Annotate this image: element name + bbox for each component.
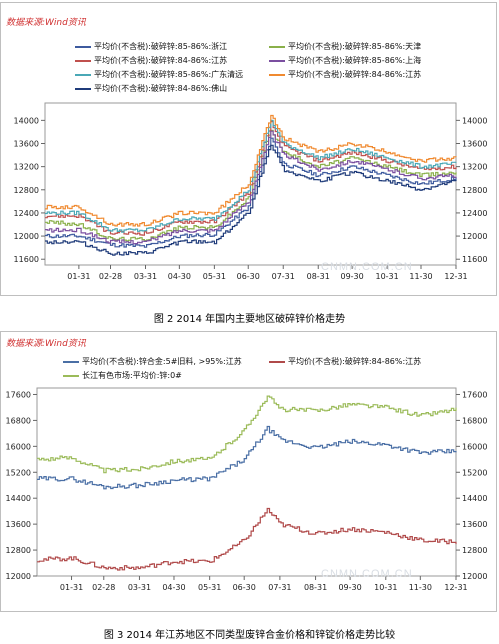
legend-label: 平均价(不含税):破碎锌:84-86%:江苏 — [94, 56, 228, 65]
series-line — [37, 425, 457, 490]
legend-swatch — [269, 46, 285, 48]
series-line — [37, 507, 457, 571]
legend-swatch — [75, 46, 91, 48]
series-line — [37, 395, 457, 474]
y-tick-label: 13600 — [462, 140, 487, 149]
y-tick-label: 13600 — [14, 140, 39, 149]
legend-label: 长江有色市场:平均价:锌:0# — [82, 371, 182, 380]
y-tick-label: 12000 — [462, 232, 487, 241]
x-tick-label: 07-31 — [268, 583, 291, 592]
series-line — [45, 121, 457, 236]
legend-label: 平均价(不含税):锌合金:5#旧料, >95%:江苏 — [82, 357, 242, 366]
x-tick-label: 01-31 — [67, 272, 90, 281]
legend-label: 平均价(不含税):破碎锌:84-86%:佛山 — [94, 84, 228, 93]
legend-swatch — [75, 88, 91, 90]
x-tick-label: 05-31 — [198, 583, 221, 592]
x-tick-label: 04-30 — [168, 272, 191, 281]
x-tick-label: 06-30 — [233, 583, 256, 592]
y-tick-label: 17600 — [6, 390, 31, 399]
chart-panel-1: 数据来源:Wind资讯 平均价(不含税):破碎锌:85-86%:浙江 平均价(不含… — [0, 2, 497, 296]
y-tick-label: 14000 — [462, 116, 487, 125]
plot-frame — [36, 387, 457, 577]
x-tick-label: 07-31 — [272, 272, 295, 281]
watermark: CNMN.COM.CN — [321, 261, 413, 273]
legend-label: 平均价(不含税):破碎锌:85-86%:上海 — [288, 56, 422, 65]
x-tick-label: 05-31 — [203, 272, 226, 281]
x-tick-label: 10-31 — [375, 272, 398, 281]
x-tick-label: 02-28 — [99, 272, 122, 281]
chart-caption: 图 3 2014 年江苏地区不同类型废锌合金价格和锌锭价格走势比较 — [103, 630, 396, 641]
line-chart: 12000 12000 12800 12800 13600 13600 14400 14400… — [6, 387, 487, 592]
legend-swatch — [63, 361, 79, 363]
x-tick-label: 12-31 — [444, 583, 467, 592]
x-tick-label: 03-31 — [134, 272, 157, 281]
x-tick-label: 06-30 — [237, 272, 260, 281]
x-tick-label: 11-30 — [409, 272, 432, 281]
y-tick-label: 12400 — [14, 209, 39, 218]
y-tick-label: 16000 — [462, 442, 487, 451]
legend-swatch — [75, 60, 91, 62]
legend-label: 平均价(不含税):破碎锌:85-86%:广东清远 — [94, 70, 244, 79]
series-line — [45, 144, 457, 256]
y-tick-label: 15200 — [462, 468, 487, 477]
series-line — [45, 119, 457, 233]
series-line — [45, 137, 457, 248]
x-tick-label: 09-30 — [338, 583, 361, 592]
legend-swatch — [269, 74, 285, 76]
legend-swatch — [269, 361, 285, 363]
y-tick-label: 13600 — [6, 520, 31, 529]
series-line — [45, 114, 457, 227]
y-tick-label: 12000 — [14, 232, 39, 241]
y-tick-label: 13200 — [14, 163, 39, 172]
y-tick-label: 12000 — [462, 572, 487, 581]
series-line — [45, 130, 457, 245]
x-tick-label: 01-31 — [60, 583, 83, 592]
chart-caption: 图 2 2014 年国内主要地区破碎锌价格走势 — [153, 314, 346, 325]
y-tick-label: 13600 — [462, 520, 487, 529]
y-tick-label: 16000 — [6, 442, 31, 451]
y-tick-label: 12800 — [462, 186, 487, 195]
y-tick-label: 14400 — [6, 494, 31, 503]
legend-label: 平均价(不含税):破碎锌:85-86%:浙江 — [94, 42, 228, 51]
line-chart: 11600 11600 12000 12000 12400 12400 12800 12800… — [14, 102, 487, 281]
legend-swatch — [75, 74, 91, 76]
x-tick-label: 04-30 — [162, 583, 185, 592]
source-label: 数据来源:Wind资讯 — [6, 339, 86, 349]
legend-label: 平均价(不含税):破碎锌:85-86%:天津 — [288, 42, 422, 51]
x-tick-label: 11-30 — [409, 583, 432, 592]
watermark: CNMN.COM.CN — [321, 568, 413, 580]
x-tick-label: 08-31 — [304, 583, 327, 592]
y-tick-label: 16800 — [6, 416, 31, 425]
y-tick-label: 15200 — [6, 468, 31, 477]
y-tick-label: 11600 — [462, 255, 487, 264]
y-tick-label: 12000 — [6, 572, 31, 581]
x-tick-label: 12-31 — [444, 272, 467, 281]
x-tick-label: 03-31 — [128, 583, 151, 592]
legend-swatch — [269, 60, 285, 62]
y-tick-label: 11600 — [14, 255, 39, 264]
plot-frame — [44, 102, 457, 266]
y-tick-label: 13200 — [462, 163, 487, 172]
legend-label: 平均价(不含税):破碎锌:84-86%:江苏 — [288, 357, 422, 366]
source-label: 数据来源:Wind资讯 — [6, 18, 86, 28]
x-tick-label: 02-28 — [92, 583, 115, 592]
y-tick-label: 14000 — [14, 116, 39, 125]
y-tick-label: 12800 — [14, 186, 39, 195]
legend-swatch — [63, 375, 79, 377]
y-tick-label: 12400 — [462, 209, 487, 218]
chart-panel-2: 数据来源:Wind资讯 平均价(不含税):锌合金:5#旧料, >95%:江苏 平均… — [0, 331, 497, 612]
x-tick-label: 10-31 — [374, 583, 397, 592]
y-tick-label: 12800 — [6, 546, 31, 555]
y-tick-label: 14400 — [462, 494, 487, 503]
y-tick-label: 17600 — [462, 390, 487, 399]
x-tick-label: 09-30 — [340, 272, 363, 281]
x-tick-label: 08-31 — [307, 272, 330, 281]
y-tick-label: 16800 — [462, 416, 487, 425]
legend-label: 平均价(不含税):破碎锌:84-86%:江苏 — [288, 70, 422, 79]
y-tick-label: 12800 — [462, 546, 487, 555]
